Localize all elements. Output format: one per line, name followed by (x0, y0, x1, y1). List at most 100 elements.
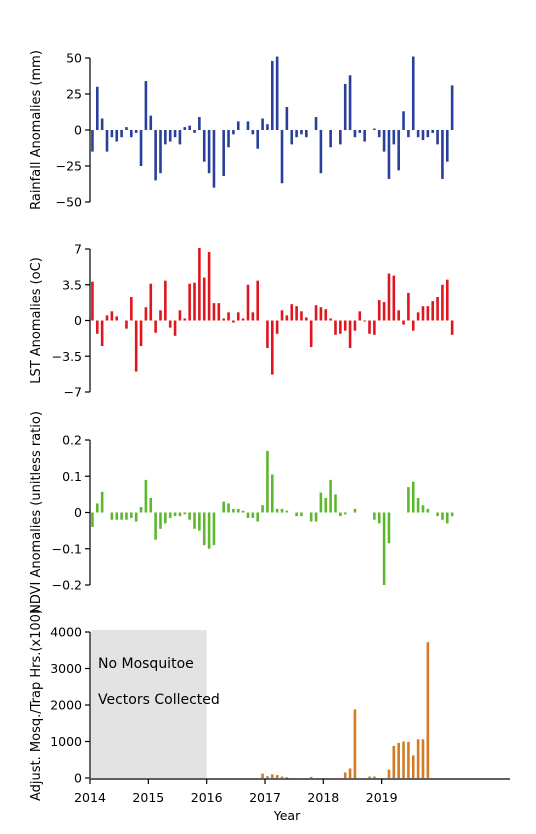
lst-bar (290, 304, 294, 321)
ndvi-bar (377, 512, 381, 524)
mosquito-bar (416, 739, 420, 778)
rainfall-bar (436, 130, 439, 145)
mosquito-bar (280, 776, 284, 778)
ndvi-bar (134, 512, 138, 522)
rainfall-bar (115, 130, 119, 142)
rainfall-bar (363, 130, 366, 142)
lst-bar (402, 320, 405, 325)
lst-bar (149, 283, 153, 321)
rainfall-bar (397, 130, 400, 171)
rainfall-bar (426, 130, 430, 138)
rainfall-bar (130, 130, 133, 138)
mosquito-y-axis-label: Adjust. Mosq./Trap Hrs.(x100) (29, 609, 44, 801)
mosquito-y-tick-label: 4000 (50, 625, 82, 640)
lst-bar (105, 315, 109, 321)
rainfall-bar (154, 130, 157, 181)
ndvi-bar (436, 512, 439, 517)
rainfall-bar (329, 130, 332, 148)
lst-bar (173, 320, 177, 336)
rainfall-bar (280, 130, 284, 184)
x-tick-label: 2018 (307, 790, 339, 805)
lst-bar (270, 320, 274, 375)
rainfall-bar (232, 130, 235, 135)
ndvi-bar (139, 507, 143, 513)
ndvi-bar (100, 491, 104, 513)
lst-bar (241, 318, 245, 321)
rainfall-bar (353, 130, 357, 138)
rainfall-bar (275, 56, 279, 131)
mosquito-bar (392, 745, 396, 778)
rainfall-bar (358, 130, 362, 133)
rainfall-bar (144, 81, 148, 130)
ndvi-bar (339, 512, 342, 517)
lst-bar (154, 320, 157, 333)
ndvi-bar (120, 512, 123, 520)
lst-bar (256, 280, 260, 321)
lst-bar (314, 305, 318, 321)
lst-bar (236, 312, 240, 321)
mosquito-bar (266, 776, 269, 778)
ndvi-bar (188, 512, 191, 520)
ndvi-bar (193, 512, 196, 529)
lst-bar (222, 318, 225, 321)
ndvi-y-tick-label: −0.1 (52, 541, 82, 556)
lst-bar (246, 284, 250, 321)
lst-bar (295, 306, 298, 321)
lst-bar (193, 282, 196, 321)
rainfall-bar (149, 115, 153, 130)
lst-bar (392, 275, 396, 321)
lst-y-tick-label: 0 (74, 313, 82, 328)
mosquito-bar (426, 642, 430, 778)
lst-bar (450, 320, 454, 335)
lst-bar (139, 320, 143, 347)
rainfall-bar (222, 130, 225, 177)
ndvi-bar (164, 512, 167, 524)
rainfall-bar (198, 117, 201, 130)
rainfall-bar (139, 130, 143, 166)
ndvi-bar (329, 479, 332, 513)
rainfall-bar (285, 106, 289, 130)
rainfall-bar (236, 121, 240, 130)
rainfall-panel: 50 25 0 −25 −50 Rainfall Anomalies (mm) (29, 50, 454, 210)
ndvi-y-tick-label: 0.1 (62, 469, 82, 484)
rainfall-bar (377, 130, 381, 138)
rainfall-bar (421, 130, 425, 141)
ndvi-bar (168, 512, 172, 518)
lst-bar (441, 284, 444, 321)
ndvi-bar (387, 512, 391, 544)
ndvi-bar (280, 508, 284, 513)
rainfall-bar (392, 130, 396, 145)
ndvi-bar (407, 487, 410, 513)
lst-bar (285, 315, 289, 321)
rainfall-bar (305, 130, 308, 138)
lst-bar (436, 297, 439, 321)
rainfall-bar (407, 130, 410, 138)
lst-bar (212, 303, 216, 321)
rainfall-bar (373, 128, 376, 130)
x-tick-label: 2016 (191, 790, 223, 805)
rainfall-bar (343, 83, 347, 130)
x-tick-label: 2014 (74, 790, 106, 805)
lst-bar (416, 312, 420, 321)
x-axis-label: Year (273, 808, 301, 823)
ndvi-bar (441, 512, 444, 520)
mosquito-bar (387, 769, 391, 778)
rainfall-bar (227, 130, 230, 148)
ndvi-bar (115, 512, 119, 520)
ndvi-bar (232, 508, 235, 513)
rainfall-bar (120, 130, 123, 138)
ndvi-bar (324, 498, 328, 513)
lst-bar (300, 311, 303, 321)
mosquito-y-tick-label: 0 (74, 771, 82, 786)
ndvi-bar (159, 512, 162, 529)
ndvi-bar (319, 492, 323, 513)
ndvi-bar (125, 512, 128, 520)
ndvi-bar (309, 512, 313, 522)
mosquito-bar (407, 741, 410, 778)
rainfall-bar (445, 130, 449, 162)
lst-bar (164, 280, 167, 321)
mosquito-y-tick-label: 1000 (50, 734, 82, 749)
mosquito-bar (261, 773, 264, 778)
lst-bar (159, 310, 162, 321)
